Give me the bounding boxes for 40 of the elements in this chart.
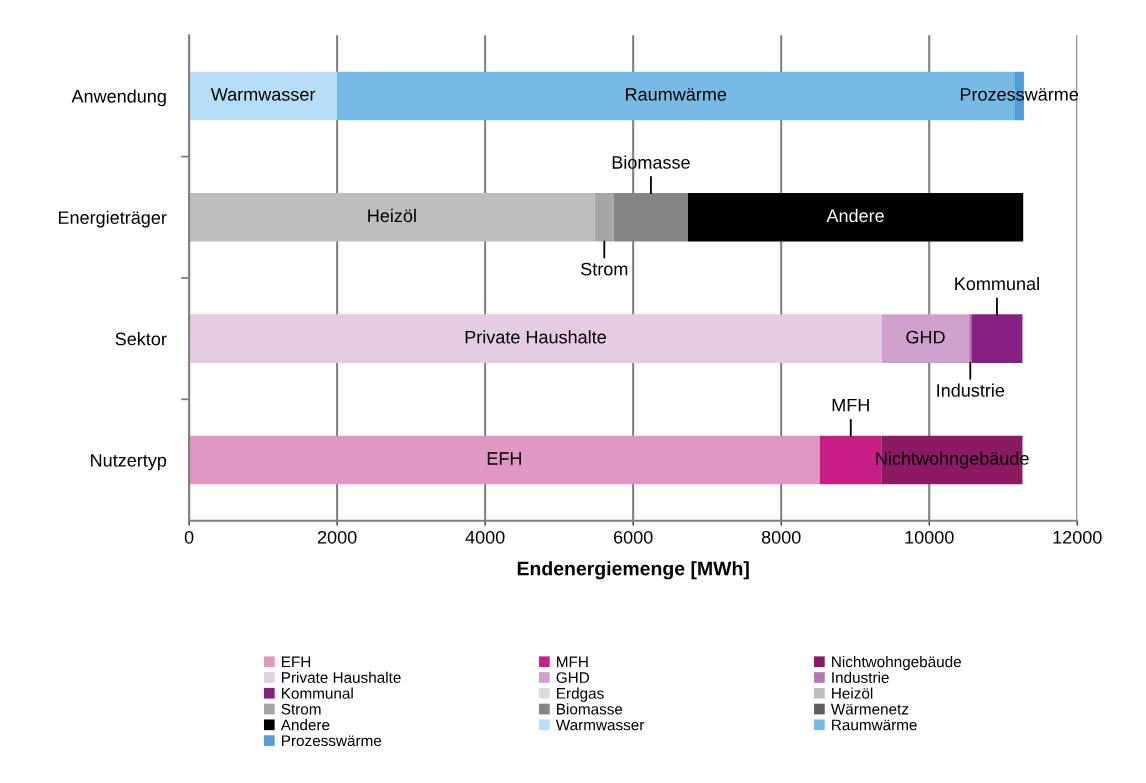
text: GHD	[906, 330, 945, 344]
y-tick-label: Sektor	[115, 332, 167, 346]
legend-label: Andere	[280, 719, 330, 731]
x-tick-label: 4000	[465, 530, 505, 544]
legend-label: Strom	[281, 703, 321, 715]
text: Industrie	[937, 383, 1005, 397]
text: Biomasse	[612, 155, 690, 169]
x-tick-label: 2000	[317, 530, 357, 544]
text: MFH	[832, 398, 869, 412]
legend-label: Warmwasser	[555, 719, 645, 731]
legend-label: Biomasse	[557, 703, 623, 715]
legend-label: Raumwärme	[832, 719, 917, 731]
text: Raumwärme	[626, 88, 727, 101]
legend-label: Kommunal	[282, 687, 353, 699]
x-tick-label: 12000	[1053, 530, 1102, 544]
y-tick-label: Anwendung	[71, 89, 166, 107]
text: Andere	[826, 208, 884, 223]
x-tick-label: 10000	[905, 530, 954, 544]
legend-label: Nichtwohngebäude	[832, 656, 961, 671]
text: EFH	[487, 452, 521, 465]
legend-label: Private Haushalte	[282, 671, 401, 683]
x-tick-label: 6000	[614, 530, 653, 544]
text: Kommunal	[955, 276, 1039, 291]
y-tick-label: Nutzertyp	[91, 454, 167, 471]
x-tick-label: 8000	[761, 530, 801, 544]
legend-label: Heizöl	[832, 687, 873, 699]
legend-label: EFH	[282, 656, 311, 668]
x-axis-title: Endenergiemenge [MWh]	[517, 561, 749, 580]
x-tick-label: 0	[184, 530, 194, 544]
legend-label: Erdgas	[557, 687, 604, 702]
y-tick-label: Energieträger	[58, 210, 167, 228]
legend-label: Prozesswärme	[282, 735, 382, 747]
text: Strom	[581, 262, 628, 276]
legend-label: MFH	[557, 656, 588, 668]
text: Heizöl	[368, 208, 416, 223]
legend-label: Wärmenetz	[830, 703, 909, 715]
legend-label: Industrie	[832, 671, 889, 683]
legend-label: GHD	[556, 672, 590, 683]
text: Private Haushalte	[465, 330, 606, 344]
text: Warmwasser	[210, 88, 316, 101]
